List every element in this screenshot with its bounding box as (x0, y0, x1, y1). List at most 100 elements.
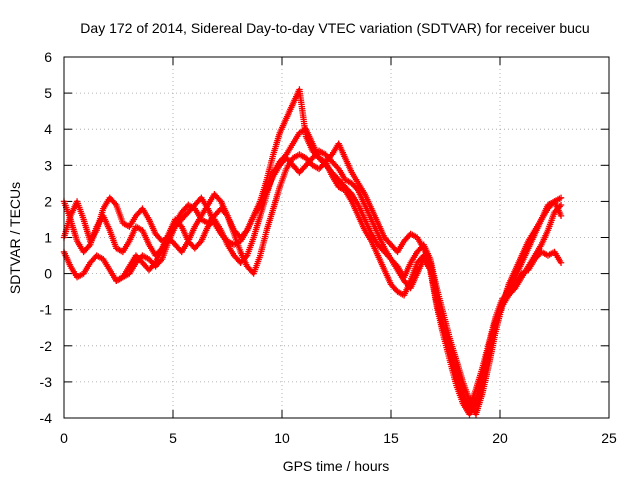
series-trace (303, 127, 315, 145)
data-point (557, 194, 565, 201)
series-trace (421, 243, 433, 261)
series-trace (113, 203, 126, 225)
series-trace (264, 207, 276, 232)
x-tick-label: 15 (383, 430, 399, 446)
series-trace (539, 228, 551, 247)
series-trace (349, 171, 361, 185)
series-trace (107, 196, 119, 207)
series-trace (337, 184, 347, 193)
series-trace (395, 239, 407, 254)
series-trace (349, 200, 361, 218)
series-trace (95, 253, 105, 262)
x-tick-label: 20 (492, 430, 508, 446)
series-trace (447, 359, 460, 387)
series-trace (127, 214, 138, 229)
series-trace (212, 221, 224, 236)
series-trace (244, 214, 256, 232)
series-trace (244, 236, 257, 257)
series-trace (369, 218, 381, 236)
series-trace (513, 272, 524, 286)
series-trace (427, 268, 440, 308)
y-tick-label: -1 (40, 302, 53, 318)
series-trace (251, 254, 263, 275)
series-trace (369, 207, 381, 225)
x-axis-label: GPS time / hours (283, 458, 390, 474)
series-trace (355, 189, 368, 207)
series-trace (342, 156, 355, 174)
y-tick-label: 3 (44, 157, 52, 173)
series-trace (75, 271, 86, 280)
series-trace (173, 217, 184, 229)
series-trace (74, 200, 87, 221)
series-trace (81, 261, 93, 275)
series-trace (375, 254, 387, 272)
series-trace (264, 174, 276, 192)
series-trace (257, 189, 270, 207)
series-trace (212, 192, 223, 204)
series-trace (336, 178, 348, 189)
series-trace (146, 218, 158, 236)
series-trace (284, 156, 295, 168)
series-trace (382, 268, 394, 286)
y-tick-label: 5 (44, 85, 52, 101)
series-trace (81, 218, 93, 243)
series-trace (218, 200, 230, 218)
series-trace (355, 203, 368, 221)
series-trace (121, 271, 131, 280)
series-trace (512, 261, 525, 279)
series-trace (270, 185, 283, 210)
series-trace (336, 142, 348, 160)
series-trace (486, 323, 499, 355)
series-trace (493, 301, 505, 326)
y-tick-label: -4 (40, 410, 53, 426)
series-trace (199, 196, 210, 210)
series-trace (375, 232, 387, 250)
series-trace (317, 148, 328, 157)
series-trace (153, 246, 165, 265)
series-trace (159, 239, 172, 261)
x-tick-label: 10 (274, 430, 290, 446)
series-trace (362, 203, 374, 221)
series-trace (467, 402, 479, 416)
series-trace (100, 214, 113, 232)
series-trace (539, 249, 550, 258)
x-tick-label: 5 (169, 430, 177, 446)
series-trace (546, 199, 557, 208)
series-trace (120, 239, 132, 254)
series-trace (67, 218, 80, 243)
series-trace (519, 246, 531, 265)
series-trace (277, 167, 289, 189)
chart-title: Day 172 of 2014, Sidereal Day-to-day VTE… (80, 20, 589, 36)
series-trace (257, 229, 270, 257)
series-trace (388, 257, 400, 272)
series-trace (467, 387, 479, 409)
series-trace (114, 246, 125, 255)
series-trace (232, 238, 243, 247)
series-trace (362, 228, 374, 243)
series-trace (409, 231, 419, 240)
series-trace (552, 200, 564, 218)
series-trace (225, 214, 237, 236)
series-trace (408, 261, 420, 282)
series-trace (134, 224, 144, 233)
series-trace (349, 192, 361, 207)
y-tick-label: -2 (40, 338, 53, 354)
series-trace (408, 272, 420, 290)
series-trace (127, 225, 139, 243)
series-trace (369, 239, 381, 257)
series-trace (140, 253, 151, 262)
series-trace (362, 192, 374, 210)
series-trace (192, 239, 204, 251)
series-trace (369, 232, 380, 247)
series-trace (506, 283, 518, 297)
series-trace (526, 257, 537, 272)
series-trace (271, 163, 282, 178)
series-trace (453, 377, 466, 398)
series-trace (251, 214, 263, 239)
series-trace (107, 229, 119, 250)
series-trace (238, 228, 250, 243)
series-trace (382, 246, 394, 261)
series-trace (297, 126, 308, 136)
series-trace (382, 235, 393, 247)
series-trace (284, 142, 295, 156)
